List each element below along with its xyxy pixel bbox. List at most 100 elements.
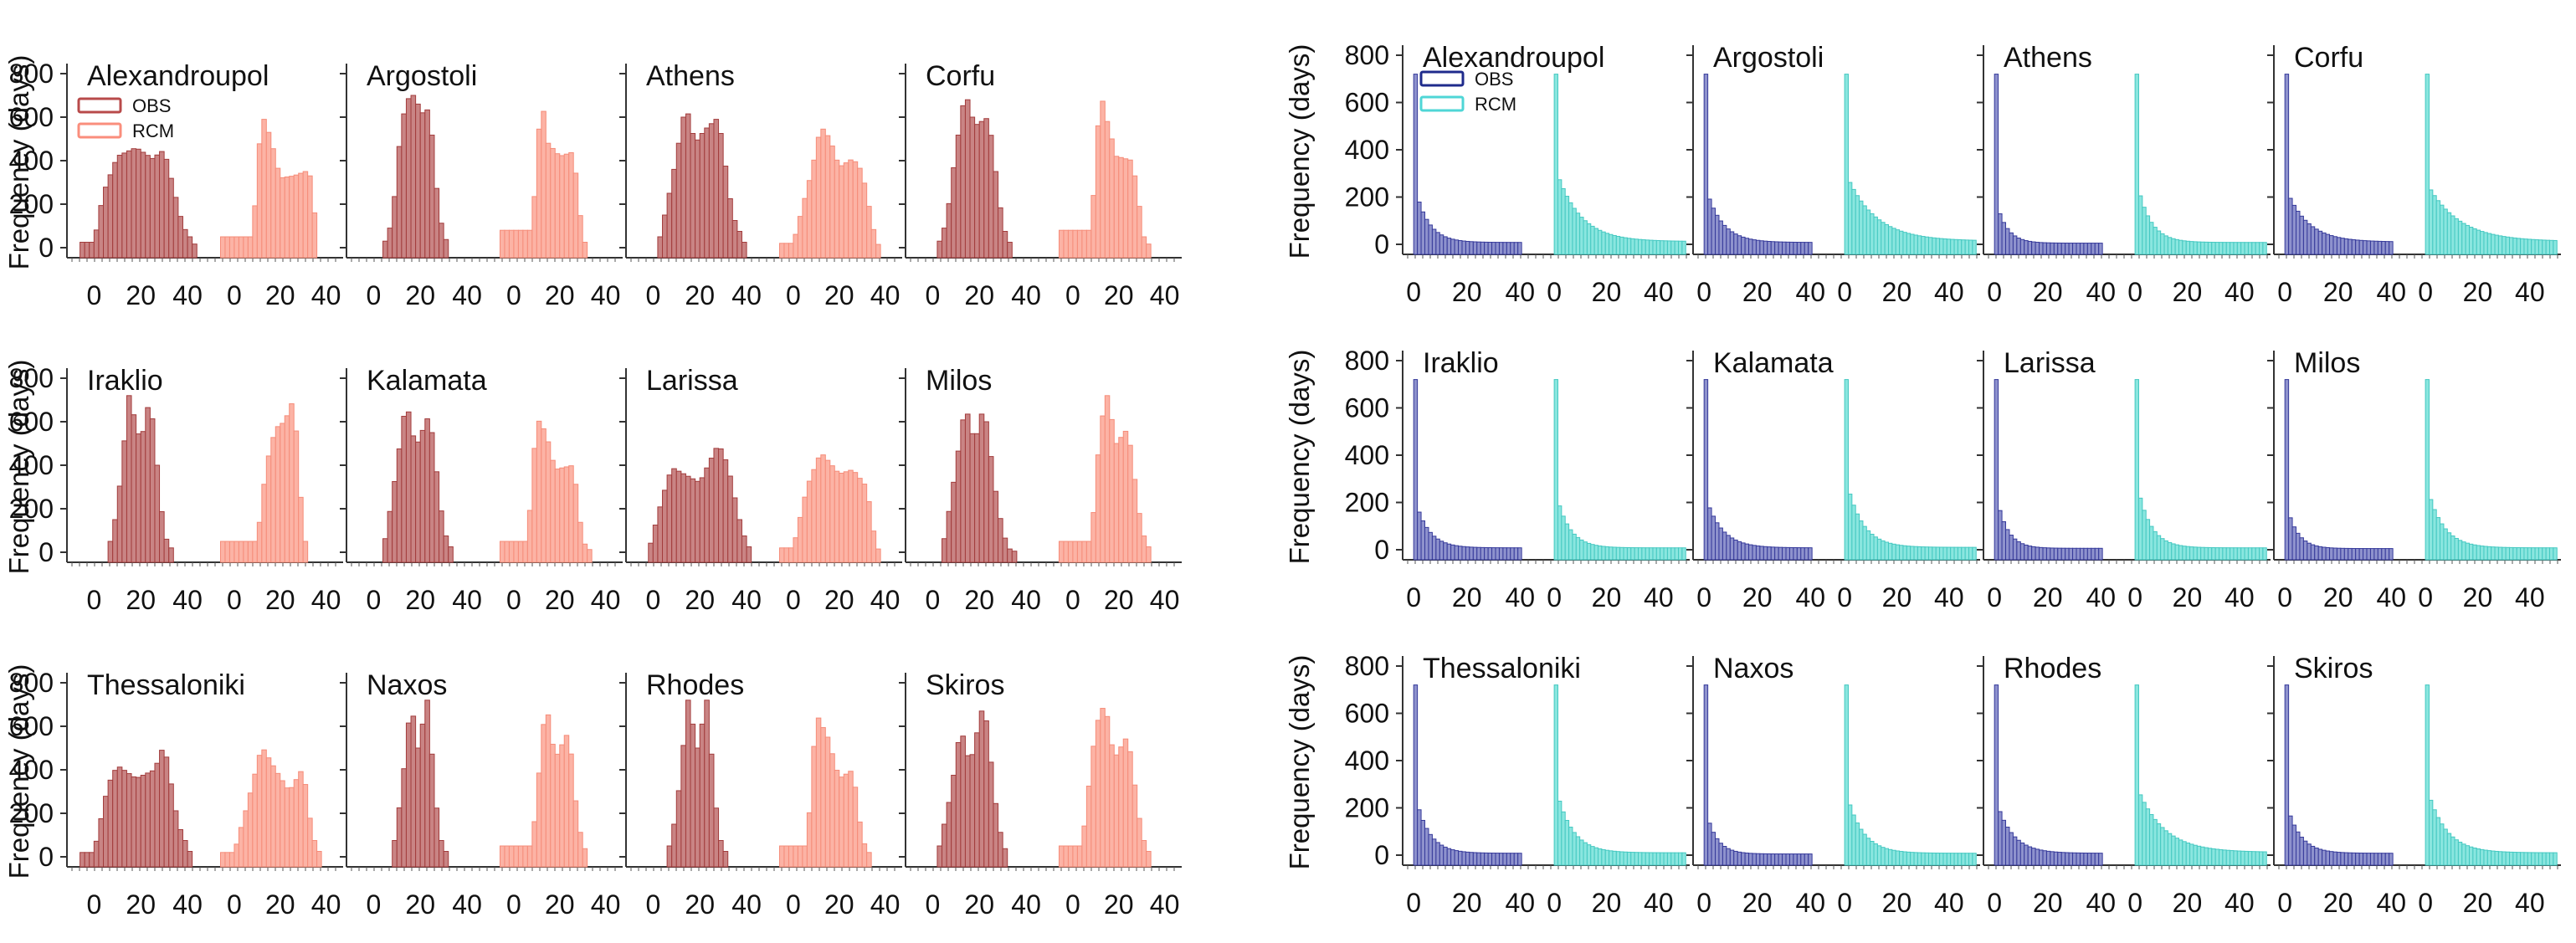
histogram-bar	[1703, 74, 1709, 255]
histogram-bar	[1895, 544, 1901, 561]
histogram-bar	[824, 135, 831, 259]
histogram-bar	[2167, 237, 2173, 255]
y-tick-label: 400	[9, 450, 54, 480]
histogram-bar	[2553, 547, 2558, 561]
histogram-bar	[1454, 545, 1460, 561]
histogram-bar	[1785, 546, 1790, 561]
rcm-bars	[778, 128, 881, 259]
histogram-bar	[1615, 235, 1621, 255]
histogram-bar	[1484, 546, 1489, 561]
histogram-bar	[2314, 847, 2319, 866]
x-tick-label: 0	[2418, 888, 2433, 918]
histogram-bar	[1670, 852, 1675, 866]
histogram-bar	[2355, 852, 2360, 866]
histogram-bar	[2450, 215, 2455, 255]
histogram-bar	[2200, 241, 2205, 255]
histogram-bar	[820, 128, 826, 259]
histogram-bar	[2019, 842, 2025, 866]
station-title: Iraklio	[1423, 347, 1499, 379]
x-tick-label: 20	[2323, 277, 2353, 307]
y-tick-label: 400	[9, 146, 54, 176]
histogram-bar	[1924, 236, 1930, 255]
histogram-bar	[2016, 237, 2021, 255]
histogram-bar	[964, 413, 971, 563]
histogram-bar	[1476, 546, 1481, 561]
histogram-bar	[2428, 799, 2434, 866]
x-tick-label: 0	[1547, 277, 1562, 307]
histogram-bar	[1707, 507, 1712, 561]
x-tick-label: 20	[1452, 888, 1482, 918]
histogram-bar	[936, 240, 943, 259]
histogram-bar	[265, 757, 272, 868]
histogram-bar	[1557, 179, 1563, 255]
histogram-bar	[2016, 541, 2021, 561]
histogram-bar	[1782, 241, 1787, 255]
histogram-bar	[2160, 538, 2165, 561]
station-title: Athens	[646, 60, 735, 92]
histogram-bar	[2545, 239, 2551, 255]
histogram-bar	[1604, 849, 1610, 866]
histogram-bar	[1859, 828, 1864, 866]
x-tick-label: 40	[731, 280, 762, 310]
histogram-bar	[2255, 547, 2260, 561]
histogram-bar	[1609, 233, 1614, 255]
histogram-bar	[2005, 529, 2010, 561]
histogram-bar	[2178, 839, 2183, 866]
histogram-bar	[172, 197, 179, 259]
histogram-bar	[2251, 547, 2256, 561]
histogram-bar	[2072, 852, 2077, 866]
histogram-bar	[513, 845, 519, 868]
histogram-bar	[531, 821, 537, 868]
obs-bars	[1703, 379, 1813, 561]
rcm-bars	[1553, 379, 1686, 561]
histogram-bar	[2288, 815, 2293, 866]
histogram-bar	[2435, 817, 2441, 866]
histogram-bar	[2236, 242, 2242, 255]
histogram-bar	[657, 506, 664, 563]
histogram-bar	[1113, 156, 1120, 259]
histogram-bar	[666, 192, 673, 259]
histogram-bar	[1609, 546, 1614, 561]
histogram-bar	[1917, 235, 1922, 255]
histogram-bar	[541, 110, 547, 259]
x-tick-label: 0	[1065, 280, 1080, 310]
histogram-bar	[1935, 546, 1941, 561]
histogram-bar	[1063, 541, 1069, 563]
histogram-bar	[554, 753, 561, 868]
histogram-bar	[1726, 228, 1731, 255]
histogram-bar	[2134, 684, 2139, 866]
histogram-bar	[545, 441, 552, 563]
histogram-bar	[1891, 228, 1896, 255]
x-tick-label: 0	[2127, 888, 2142, 918]
histogram-bar	[2247, 547, 2253, 561]
histogram-bar	[1615, 546, 1621, 561]
histogram-bar	[1921, 852, 1926, 866]
histogram-bar	[116, 485, 123, 563]
histogram-bar	[2534, 239, 2539, 255]
histogram-bar	[224, 852, 230, 868]
x-tick-label: 20	[1592, 888, 1622, 918]
histogram-bar	[2009, 535, 2014, 561]
x-tick-label: 20	[1452, 277, 1482, 307]
histogram-bar	[2255, 242, 2260, 255]
histogram-bar	[1484, 852, 1489, 866]
histogram-bar	[1413, 684, 1419, 866]
histogram-bar	[2236, 547, 2242, 561]
histogram-bar	[2450, 536, 2455, 561]
obs-bars	[657, 113, 747, 259]
histogram-bar	[848, 159, 854, 259]
histogram-bar	[1670, 547, 1675, 561]
y-tick-label: 200	[1345, 182, 1389, 213]
x-tick-label: 0	[1406, 277, 1421, 307]
histogram-bar	[1502, 853, 1507, 866]
histogram-bar	[1011, 551, 1018, 563]
histogram-bar	[577, 521, 583, 563]
rcm-bars	[1844, 74, 1977, 255]
histogram-bar	[2527, 238, 2532, 255]
histogram-bar	[2193, 546, 2198, 561]
histogram-bar	[504, 541, 510, 563]
